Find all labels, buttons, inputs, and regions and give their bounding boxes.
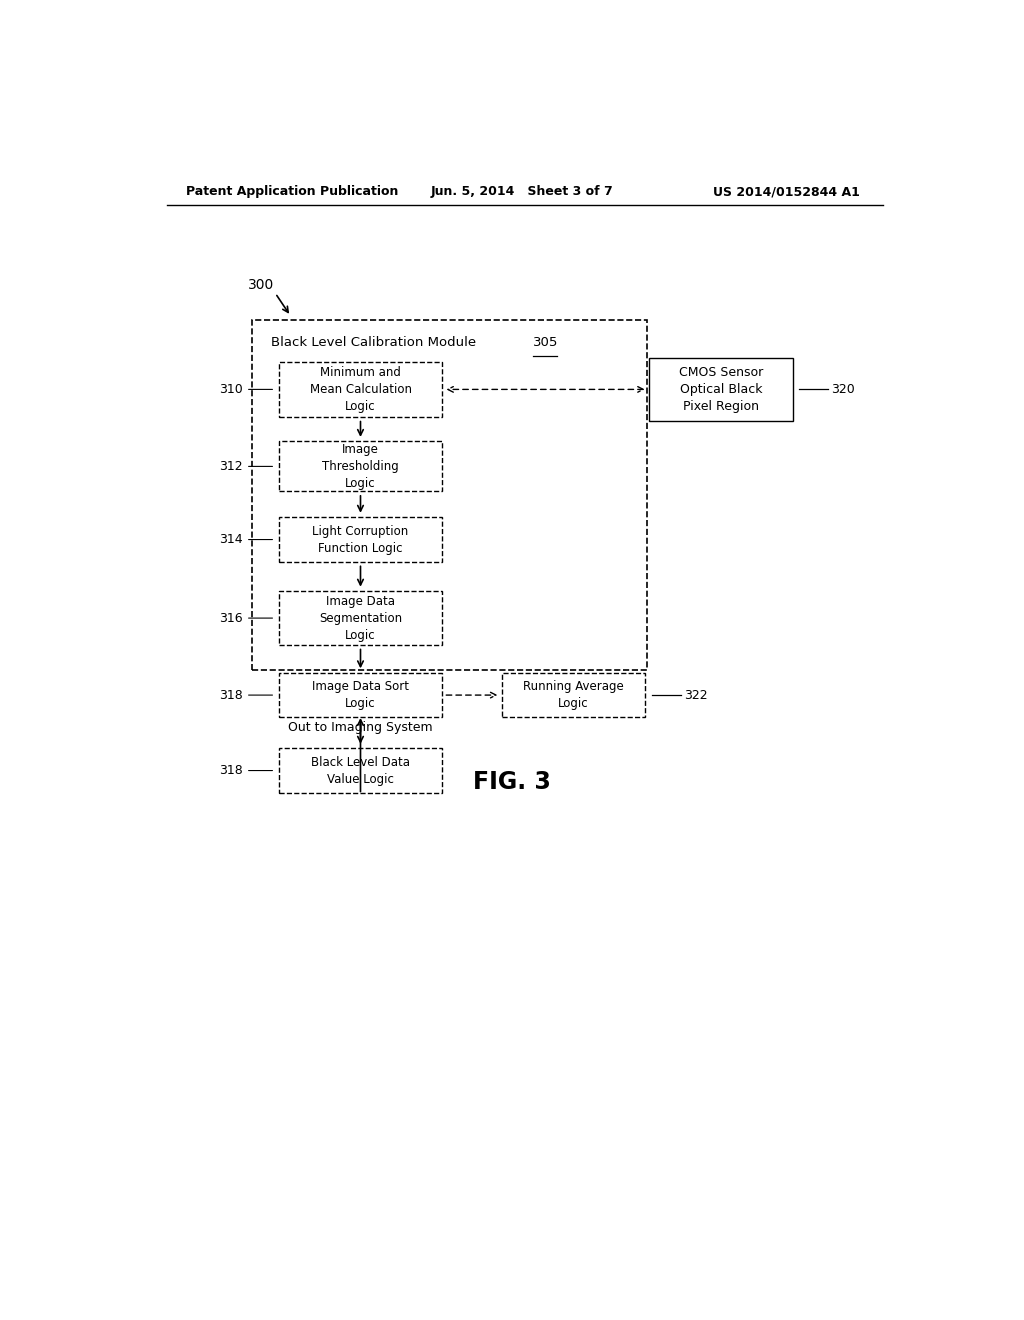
Text: 316: 316 (219, 611, 243, 624)
Text: Image Data Sort
Logic: Image Data Sort Logic (312, 680, 409, 710)
Text: Jun. 5, 2014   Sheet 3 of 7: Jun. 5, 2014 Sheet 3 of 7 (430, 185, 613, 198)
Text: Patent Application Publication: Patent Application Publication (186, 185, 398, 198)
Text: Running Average
Logic: Running Average Logic (523, 680, 624, 710)
FancyBboxPatch shape (280, 441, 442, 491)
FancyBboxPatch shape (252, 321, 647, 671)
Text: Minimum and
Mean Calculation
Logic: Minimum and Mean Calculation Logic (309, 366, 412, 413)
Text: CMOS Sensor
Optical Black
Pixel Region: CMOS Sensor Optical Black Pixel Region (679, 366, 763, 413)
Text: US 2014/0152844 A1: US 2014/0152844 A1 (713, 185, 860, 198)
FancyBboxPatch shape (280, 362, 442, 417)
Text: Image
Thresholding
Logic: Image Thresholding Logic (323, 444, 399, 490)
Text: 322: 322 (684, 689, 708, 702)
FancyBboxPatch shape (280, 517, 442, 562)
Text: Image Data
Segmentation
Logic: Image Data Segmentation Logic (318, 594, 402, 642)
Text: FIG. 3: FIG. 3 (473, 770, 551, 795)
Text: 312: 312 (219, 459, 243, 473)
Text: 320: 320 (831, 383, 855, 396)
Text: Black Level Data
Value Logic: Black Level Data Value Logic (311, 755, 410, 785)
FancyBboxPatch shape (280, 673, 442, 718)
FancyBboxPatch shape (280, 591, 442, 645)
Text: Black Level Calibration Module: Black Level Calibration Module (271, 335, 480, 348)
Text: 318: 318 (219, 689, 243, 702)
Text: 310: 310 (219, 383, 243, 396)
Text: 300: 300 (248, 279, 274, 293)
FancyBboxPatch shape (280, 748, 442, 793)
Text: Light Corruption
Function Logic: Light Corruption Function Logic (312, 524, 409, 554)
Text: 305: 305 (532, 335, 558, 348)
Text: Out to Imaging System: Out to Imaging System (288, 721, 433, 734)
Text: 314: 314 (219, 533, 243, 546)
FancyBboxPatch shape (502, 673, 645, 718)
FancyBboxPatch shape (649, 358, 793, 421)
Text: 318: 318 (219, 764, 243, 777)
